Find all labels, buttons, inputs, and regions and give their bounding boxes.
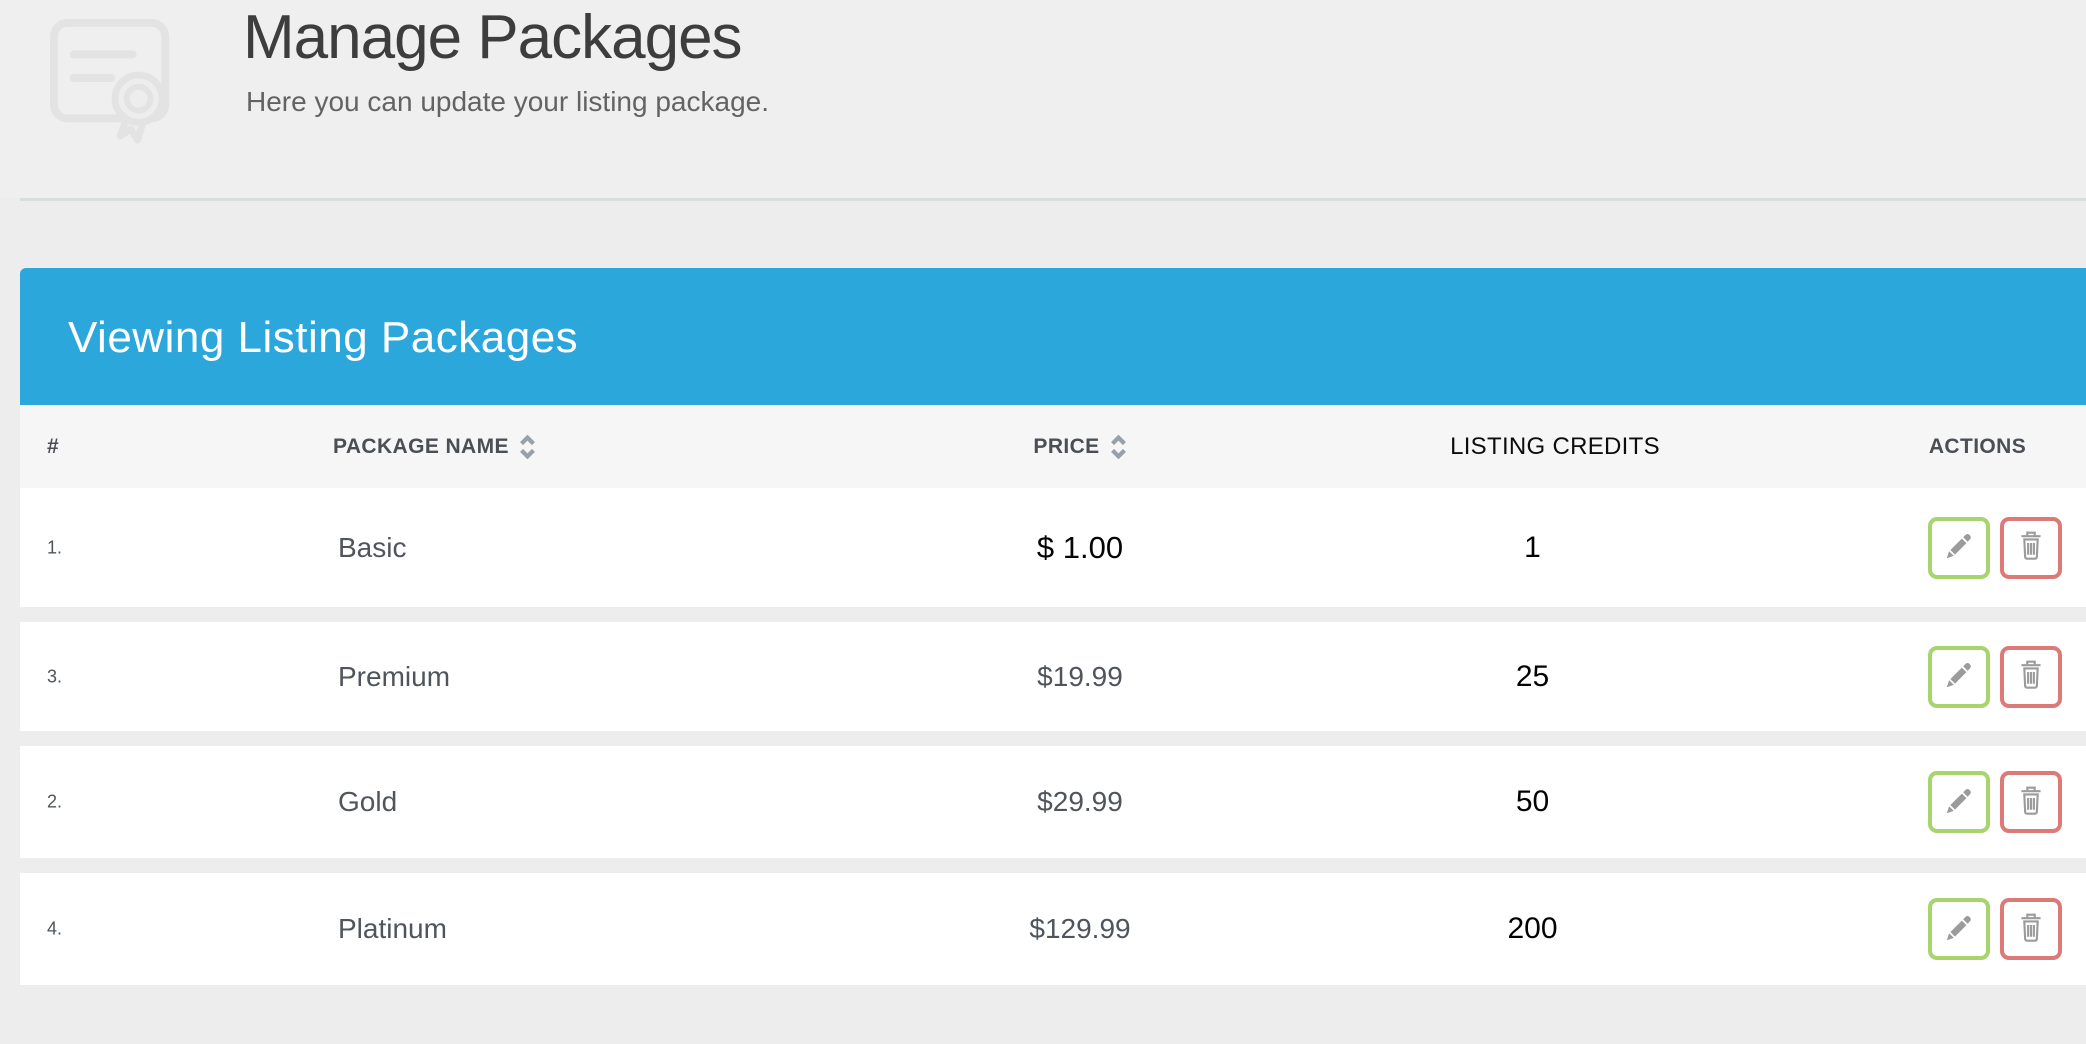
pencil-icon — [1942, 911, 1976, 948]
row-index: 2. — [47, 791, 63, 812]
trash-icon — [2014, 784, 2048, 821]
column-header-index: # — [47, 434, 60, 458]
column-header-listing-credits: LISTING CREDITS — [1450, 432, 1660, 460]
delete-button[interactable] — [2000, 898, 2062, 960]
table-row: 2. Gold $29.99 50 — [20, 746, 2086, 858]
package-name: Gold — [338, 786, 398, 817]
column-header-price-label: PRICE — [1033, 434, 1100, 458]
delete-button[interactable] — [2000, 771, 2062, 833]
column-header-price[interactable]: PRICE — [970, 434, 1190, 459]
trash-icon — [2014, 658, 2048, 695]
row-actions — [1928, 645, 2062, 708]
column-header-package-name-label: PACKAGE NAME — [333, 434, 509, 458]
table-row: 4. Platinum $129.99 200 — [20, 873, 2086, 985]
page-header: Manage Packages Here you can update your… — [0, 0, 2086, 198]
column-header-package-name[interactable]: PACKAGE NAME — [333, 434, 536, 459]
package-price: $29.99 — [1037, 786, 1123, 817]
page-title: Manage Packages — [243, 3, 743, 72]
row-index: 4. — [47, 918, 63, 939]
package-price: $19.99 — [1037, 660, 1123, 692]
edit-button[interactable] — [1928, 771, 1990, 833]
listing-credits: 1 — [1524, 530, 1541, 564]
listing-credits: 25 — [1515, 659, 1550, 693]
sort-icon — [519, 434, 536, 459]
package-name: Platinum — [338, 913, 447, 944]
certificate-icon — [48, 13, 180, 150]
panel-title: Viewing Listing Packages — [68, 313, 579, 362]
page-subtitle: Here you can update your listing package… — [246, 86, 769, 117]
pencil-icon — [1942, 658, 1976, 695]
panel-header: Viewing Listing Packages — [20, 268, 2086, 405]
sort-icon — [1110, 434, 1127, 459]
row-index: 3. — [47, 666, 63, 686]
pencil-icon — [1942, 529, 1976, 566]
row-actions — [1928, 898, 2062, 960]
package-price: $ 1.00 — [1036, 529, 1124, 565]
row-actions — [1928, 771, 2062, 833]
row-index: 1. — [47, 537, 63, 557]
delete-button[interactable] — [2000, 645, 2062, 708]
header-divider — [20, 198, 2086, 201]
edit-button[interactable] — [1928, 645, 1990, 708]
row-actions — [1928, 516, 2062, 579]
listing-credits: 50 — [1515, 785, 1550, 818]
trash-icon — [2014, 911, 2048, 948]
package-name: Premium — [338, 660, 451, 692]
pencil-icon — [1942, 784, 1976, 821]
trash-icon — [2014, 529, 2048, 566]
edit-button[interactable] — [1928, 898, 1990, 960]
listing-credits: 200 — [1507, 912, 1558, 945]
table-row: 1. Basic $ 1.00 1 — [20, 488, 2086, 607]
table-header: # PACKAGE NAME PRICE LISTING CREDITS ACT… — [20, 405, 2086, 488]
delete-button[interactable] — [2000, 516, 2062, 579]
package-price: $129.99 — [1029, 913, 1131, 944]
table-row: 3. Premium $19.99 25 — [20, 622, 2086, 731]
edit-button[interactable] — [1928, 516, 1990, 579]
package-name: Basic — [338, 531, 407, 563]
column-header-actions: ACTIONS — [1928, 434, 2027, 458]
